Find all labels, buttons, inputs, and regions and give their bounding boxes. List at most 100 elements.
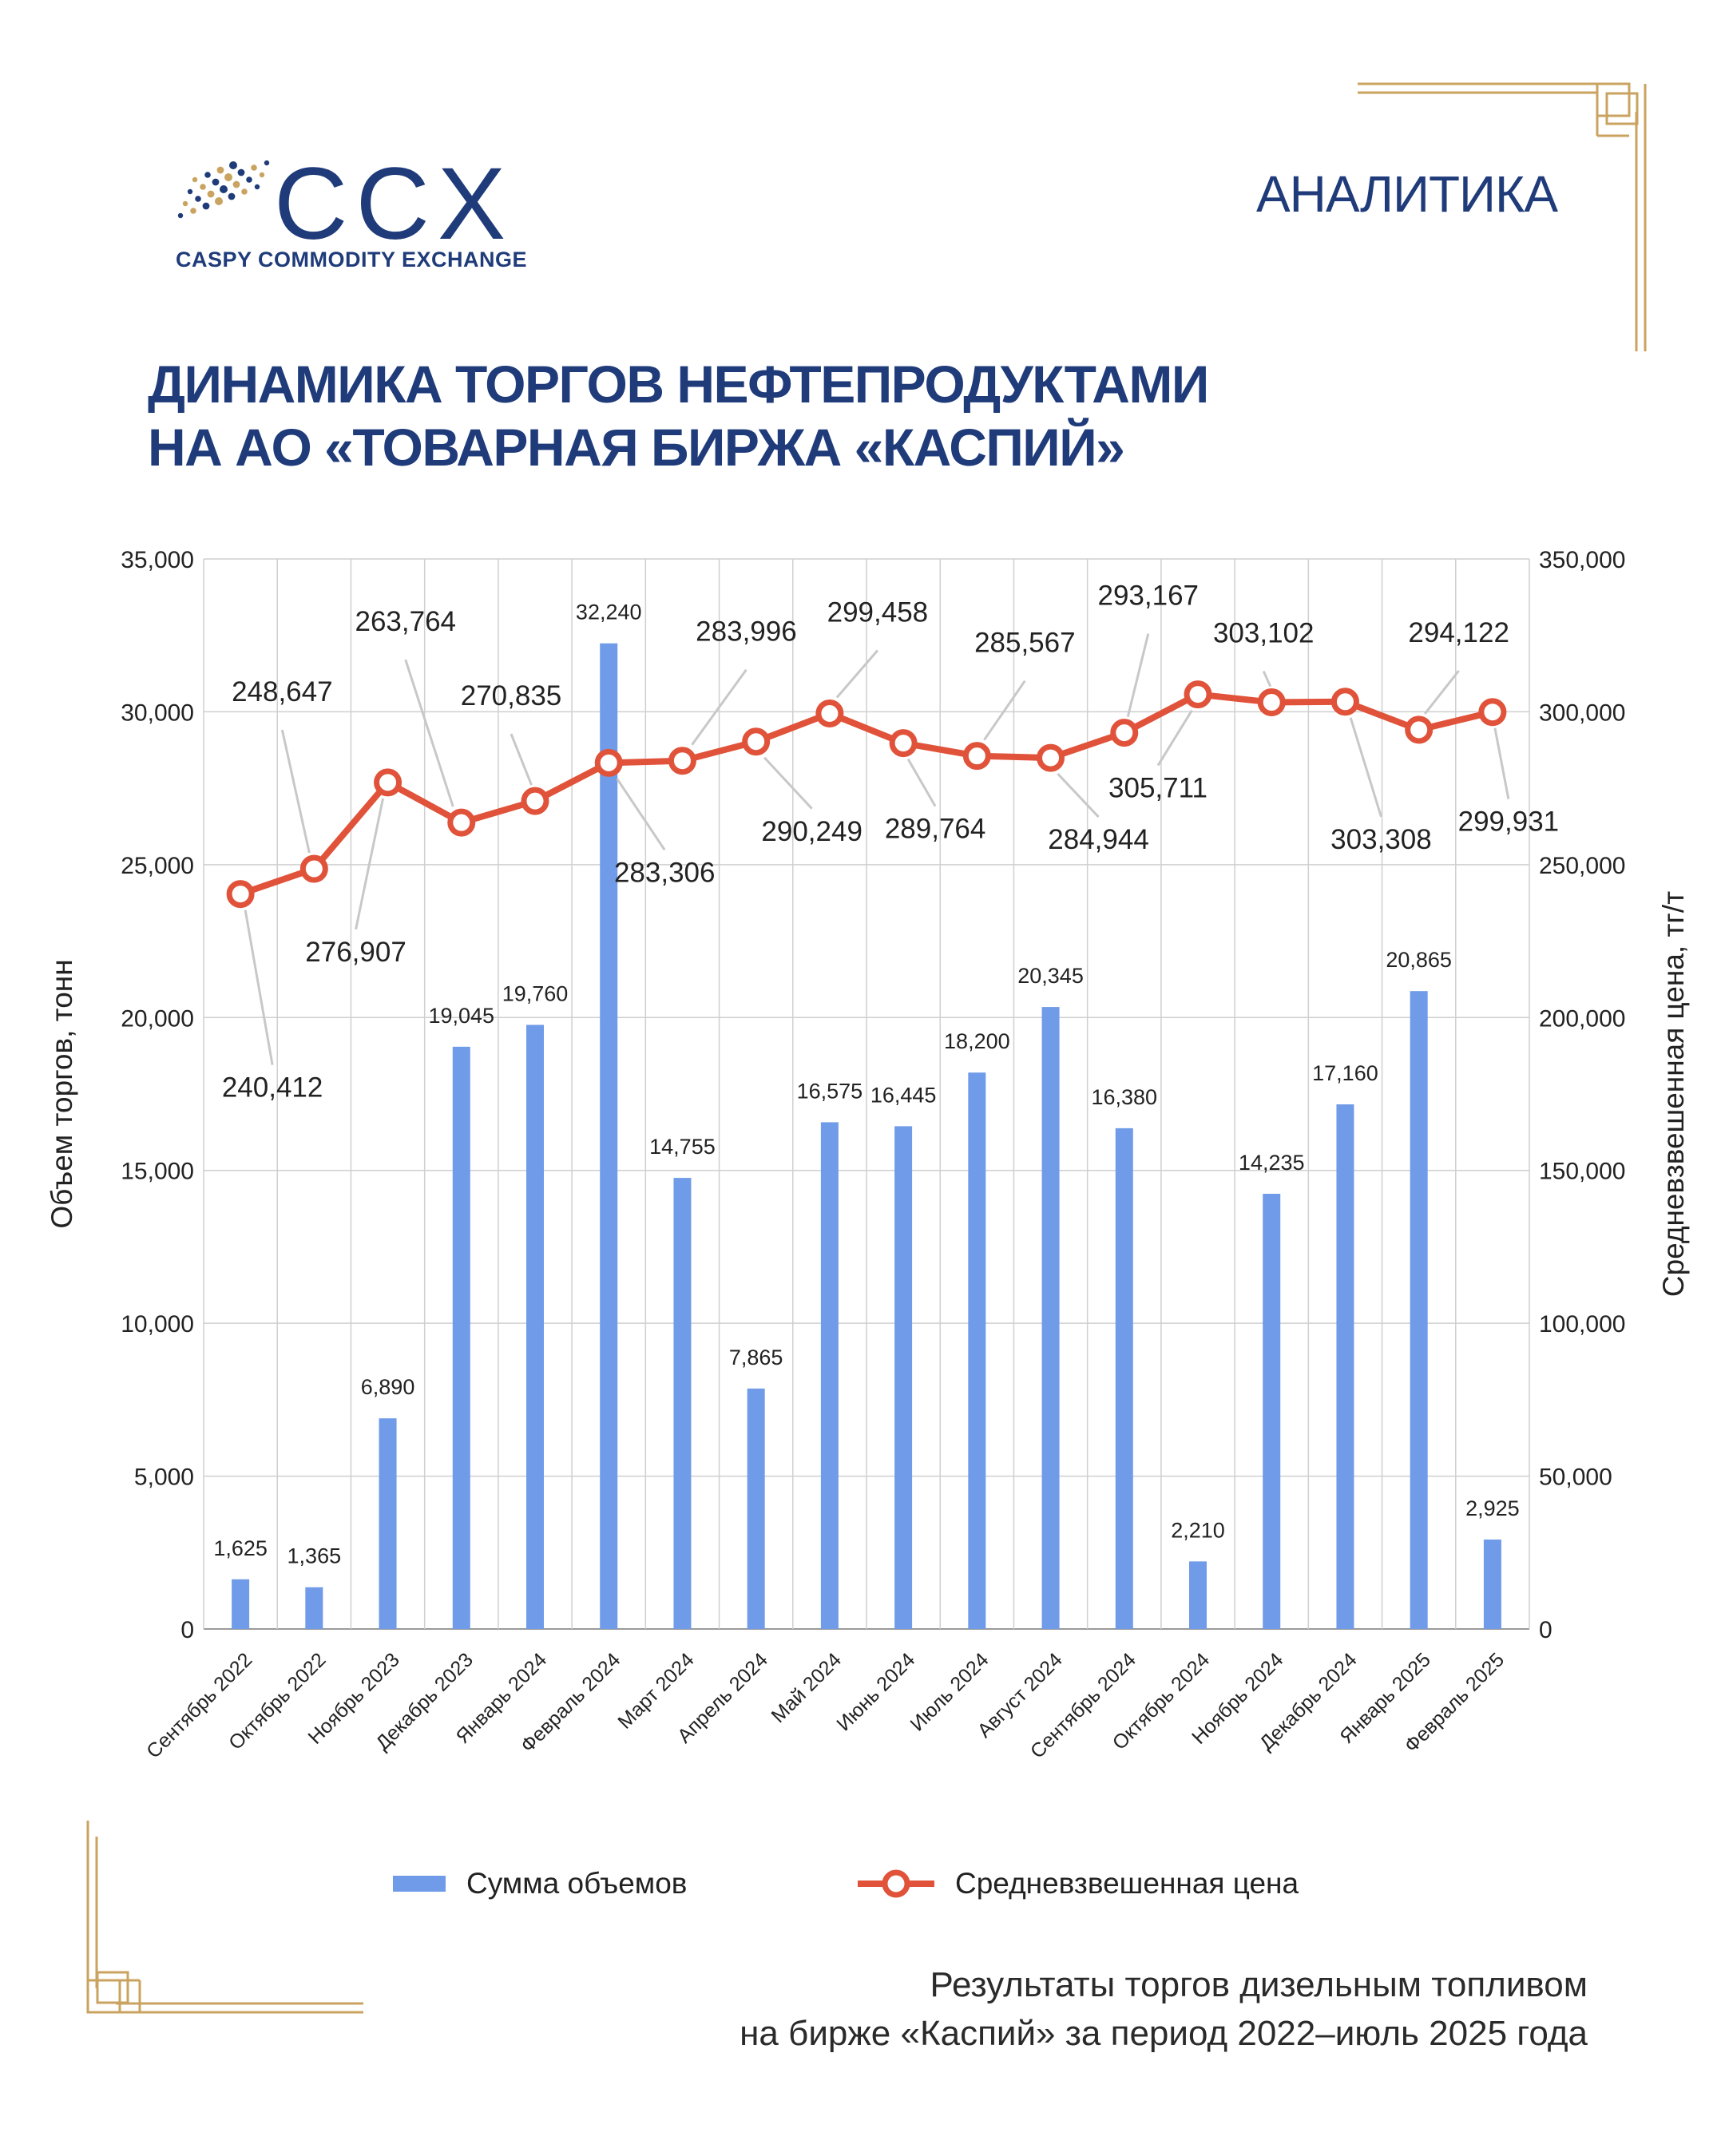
bar bbox=[1336, 1104, 1354, 1629]
line-data-label: 294,122 bbox=[1408, 617, 1509, 648]
label-leader-line bbox=[1349, 717, 1382, 818]
page-title: ДИНАМИКА ТОРГОВ НЕФТЕПРОДУКТАМИ НА АО «Т… bbox=[148, 353, 1505, 479]
label-leader-line bbox=[763, 756, 813, 810]
chart-legend: Сумма объемов Средневзвешенная цена bbox=[0, 1867, 1725, 1915]
bar-data-label: 7,865 bbox=[729, 1346, 783, 1369]
y2-tick-label: 300,000 bbox=[1539, 700, 1625, 726]
legend-label-price: Средневзвешенная цена bbox=[955, 1867, 1299, 1900]
bar bbox=[1115, 1128, 1133, 1629]
label-leader-line bbox=[404, 659, 454, 807]
legend-swatch-bar bbox=[393, 1876, 446, 1892]
bar bbox=[1263, 1194, 1281, 1629]
logo-text: CCX bbox=[274, 147, 514, 261]
price-point bbox=[668, 747, 696, 775]
logo-dot bbox=[237, 168, 245, 176]
logo-dot bbox=[224, 173, 232, 181]
logo-dot bbox=[200, 184, 206, 190]
logo-dot bbox=[246, 176, 252, 183]
price-point bbox=[1037, 743, 1065, 772]
x-tick-label: Май 2024 bbox=[767, 1648, 846, 1727]
bar bbox=[379, 1418, 397, 1629]
page-title-line-1: ДИНАМИКА ТОРГОВ НЕФТЕПРОДУКТАМИ bbox=[148, 355, 1209, 414]
label-leader-line bbox=[616, 778, 666, 851]
line-data-label: 240,412 bbox=[222, 1072, 323, 1104]
line-data-label: 285,567 bbox=[974, 628, 1076, 659]
logo-dot bbox=[207, 190, 215, 198]
y2-tick-label: 50,000 bbox=[1539, 1464, 1612, 1491]
price-point bbox=[1257, 688, 1286, 717]
bar-data-label: 2,925 bbox=[1465, 1496, 1520, 1520]
logo-dot bbox=[216, 166, 224, 174]
logo-dot bbox=[251, 164, 257, 171]
line-data-label: 305,711 bbox=[1108, 773, 1208, 804]
line-series bbox=[226, 680, 1507, 909]
line-data-label: 299,931 bbox=[1458, 807, 1560, 838]
bar-data-label: 1,365 bbox=[288, 1544, 342, 1568]
logo-dot bbox=[187, 188, 193, 195]
logo-dot bbox=[220, 185, 228, 193]
bar-data-label: 17,160 bbox=[1312, 1061, 1378, 1085]
bar bbox=[305, 1587, 323, 1629]
bar-data-label: 6,890 bbox=[361, 1375, 415, 1399]
line-labels: 240,412 248,647 276,907 263,764 270,835 283,3… bbox=[222, 581, 1559, 1104]
y2-tick-label: 200,000 bbox=[1539, 1005, 1625, 1032]
logo-dot bbox=[215, 197, 223, 205]
ccx-logo: CCX CASPY COMMODITY EXCHANGE bbox=[174, 153, 557, 279]
bar-data-label: 20,865 bbox=[1386, 948, 1452, 972]
bar bbox=[232, 1579, 250, 1629]
logo-dots-icon bbox=[177, 160, 270, 219]
corner-ornament-top-right bbox=[1358, 82, 1647, 351]
logo-dot bbox=[204, 172, 211, 178]
price-point bbox=[889, 729, 918, 758]
bar-data-label: 19,760 bbox=[502, 981, 569, 1005]
logo-dot bbox=[190, 208, 196, 214]
x-tick-label: Июнь 2024 bbox=[832, 1648, 919, 1735]
y2-axis-title: Средневзвешенная цена, тг/т bbox=[1657, 891, 1690, 1297]
y-tick-label: 30,000 bbox=[121, 700, 194, 726]
y2-tick-label: 150,000 bbox=[1539, 1159, 1625, 1185]
bar-series bbox=[232, 643, 1501, 1629]
label-leader-line bbox=[1057, 773, 1100, 818]
bar-data-label: 18,200 bbox=[944, 1029, 1010, 1053]
chart-caption: Результаты торгов дизельным топливом на … bbox=[740, 1961, 1588, 2058]
bar-data-label: 16,575 bbox=[797, 1079, 863, 1103]
price-point bbox=[447, 808, 476, 837]
bar-data-label: 20,345 bbox=[1017, 964, 1084, 988]
line-data-label: 283,996 bbox=[696, 616, 797, 648]
label-leader-line bbox=[1126, 633, 1150, 717]
legend-label-volume: Сумма объемов bbox=[466, 1867, 688, 1900]
bar-data-label: 14,235 bbox=[1239, 1151, 1305, 1175]
price-point bbox=[594, 748, 623, 777]
line-data-label: 248,647 bbox=[232, 676, 333, 707]
y-tick-label: 5,000 bbox=[134, 1464, 194, 1491]
y-tick-label: 10,000 bbox=[121, 1311, 194, 1338]
bar bbox=[600, 643, 618, 1629]
bar bbox=[894, 1126, 913, 1629]
label-leader-line bbox=[835, 649, 879, 699]
label-leader-line bbox=[1262, 670, 1272, 688]
logo-dot bbox=[264, 160, 270, 166]
label-leader-line bbox=[1156, 709, 1193, 767]
price-point bbox=[1110, 719, 1139, 747]
price-point bbox=[742, 727, 771, 756]
bar bbox=[452, 1046, 470, 1629]
logo-dot bbox=[195, 196, 201, 202]
logo-dot bbox=[229, 161, 237, 169]
price-point bbox=[1184, 680, 1212, 709]
line-data-label: 299,458 bbox=[827, 597, 929, 628]
logo-dot bbox=[241, 188, 248, 195]
logo-dot bbox=[192, 176, 198, 183]
price-point bbox=[521, 787, 549, 815]
logo-dot bbox=[232, 180, 240, 188]
y-tick-label: 15,000 bbox=[121, 1159, 194, 1185]
y-tick-label: 0 bbox=[180, 1617, 194, 1643]
label-leader-line bbox=[355, 798, 385, 930]
bar-data-label: 2,210 bbox=[1171, 1518, 1225, 1542]
bar-labels: 1,625 1,365 6,890 19,045 19,760 32,240 14,755 7… bbox=[213, 600, 1519, 1568]
line-data-label: 290,249 bbox=[761, 816, 862, 847]
logo-dot bbox=[228, 192, 236, 200]
line-data-label: 303,102 bbox=[1213, 618, 1315, 649]
line-data-label: 283,306 bbox=[614, 857, 716, 888]
section-label: АНАЛИТИКА bbox=[1255, 165, 1558, 223]
bar bbox=[1041, 1007, 1060, 1629]
